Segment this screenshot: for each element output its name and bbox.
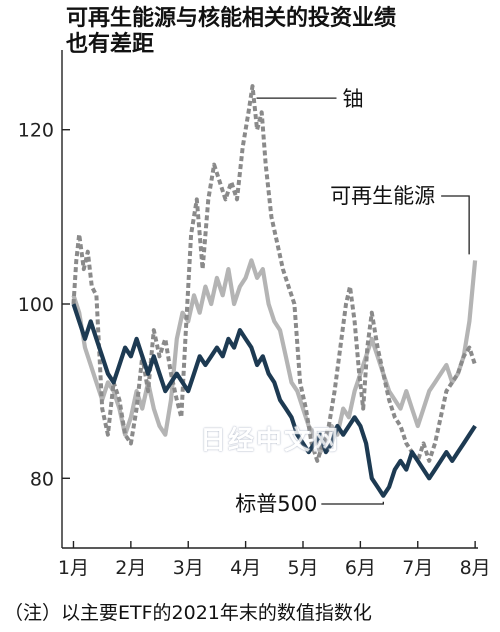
x-tick-label: 4月 [230,557,261,579]
chart-title-line-2: 也有差距 [66,32,155,57]
chart-series-layer [71,84,478,498]
series-label-sp500: 标普500 [235,492,317,516]
x-tick-label: 5月 [287,557,318,579]
series-line-renewables [71,258,478,455]
x-tick-label: 7月 [402,557,433,579]
leader-line-sp500 [321,501,384,505]
series-label-renewables: 可再生能源 [330,184,435,208]
y-tick-label: 120 [18,120,54,142]
y-tick-label: 100 [18,294,54,316]
series-label-uranium: 铀 [342,87,363,111]
watermark: 日经中文网 [200,426,341,456]
footnote: （注）以主要ETF的2021年末的数值指数化 [4,602,372,624]
x-tick-label: 3月 [173,557,204,579]
x-tick-label: 1月 [58,557,89,579]
x-tick-label: 6月 [345,557,376,579]
chart-title-line-1: 可再生能源与核能相关的投资业绩 [66,6,397,31]
leader-line-renewables [441,195,470,255]
x-tick-label: 2月 [115,557,146,579]
chart-axes: 80 100 120 1月 2月 3月 4月 5月 6月 7月 8月 [18,50,491,579]
chart-title: 可再生能源与核能相关的投资业绩 也有差距 [66,6,396,58]
y-tick-label: 80 [30,468,54,490]
series-line-sp500 [71,303,477,498]
series-line-uranium [71,84,478,463]
x-tick-label: 8月 [460,557,491,579]
